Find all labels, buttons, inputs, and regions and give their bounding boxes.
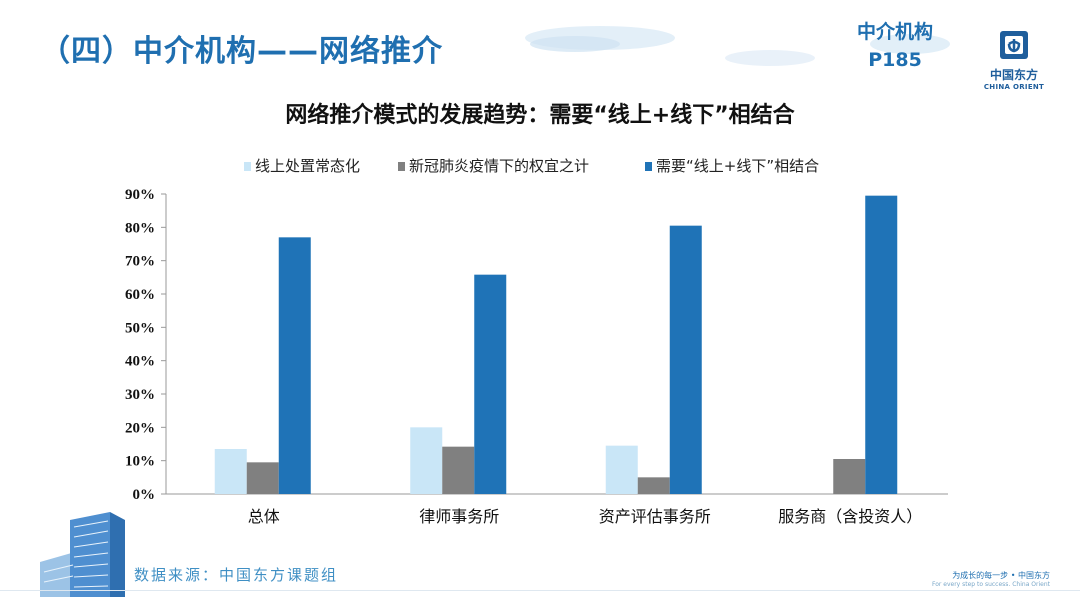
cloud-decoration [525, 26, 950, 66]
reference-page: P185 [868, 49, 922, 71]
reference-section: 中介机构 [856, 21, 933, 43]
legend-swatch [244, 162, 251, 171]
logo-english-name: CHINA ORIENT [983, 83, 1045, 91]
y-tick-label: 70% [125, 254, 155, 270]
bar [474, 274, 507, 494]
bar [865, 195, 898, 494]
logo-name: 中国东方 [989, 68, 1038, 82]
y-tick-label: 0% [133, 487, 156, 503]
y-tick-label: 30% [125, 387, 155, 403]
x-tick-label: 律师事务所 [419, 507, 499, 526]
bar [605, 445, 638, 494]
legend-swatch [398, 162, 405, 171]
bar-chart: 线上处置常态化 新冠肺炎疫情下的权宜之计 需要“线上+线下”相结合 0% 10% 20% 3… [125, 157, 948, 526]
x-tick-label: 总体 [248, 507, 280, 526]
slogan-chinese: 为成长的每一步 • 中国东方 [952, 571, 1050, 580]
chart-title: 网络推介模式的发展趋势：需要“线上+线下”相结合 [285, 103, 795, 128]
bar [833, 459, 866, 494]
footer-slogan: 为成长的每一步 • 中国东方 For every step to success… [900, 570, 1050, 588]
data-source: 数据来源：中国东方课题组 [134, 566, 339, 584]
bar [214, 449, 247, 494]
y-tick-label: 90% [125, 187, 155, 203]
bar [637, 477, 670, 494]
y-tick-label: 20% [125, 420, 155, 436]
legend-label: 新冠肺炎疫情下的权宜之计 [409, 157, 589, 175]
bar [442, 446, 475, 494]
bar [410, 427, 443, 494]
y-tick-label: 40% [125, 354, 155, 370]
x-tick-label: 资产评估事务所 [599, 507, 711, 526]
slide-title: （四）中介机构——网络推介 [40, 34, 443, 69]
legend-label: 需要“线上+线下”相结合 [656, 157, 819, 175]
footer-divider [0, 590, 1080, 591]
y-tick-label: 10% [125, 454, 155, 470]
bar [669, 225, 702, 494]
page-reference: 中介机构 P185 [850, 18, 940, 74]
y-tick-label: 60% [125, 287, 155, 303]
china-orient-logo-icon [1000, 31, 1028, 59]
building-illustration [40, 512, 125, 597]
legend-label: 线上处置常态化 [255, 157, 360, 175]
legend-swatch [645, 162, 652, 171]
y-tick-label: 50% [125, 320, 155, 336]
y-tick-label: 80% [125, 220, 155, 236]
bar [278, 237, 311, 494]
x-tick-label: 服务商（含投资人） [778, 507, 922, 526]
slogan-english: For every step to success. China Orient [932, 581, 1050, 588]
bar [246, 462, 279, 494]
company-logo: 中国东方 CHINA ORIENT [978, 30, 1050, 91]
